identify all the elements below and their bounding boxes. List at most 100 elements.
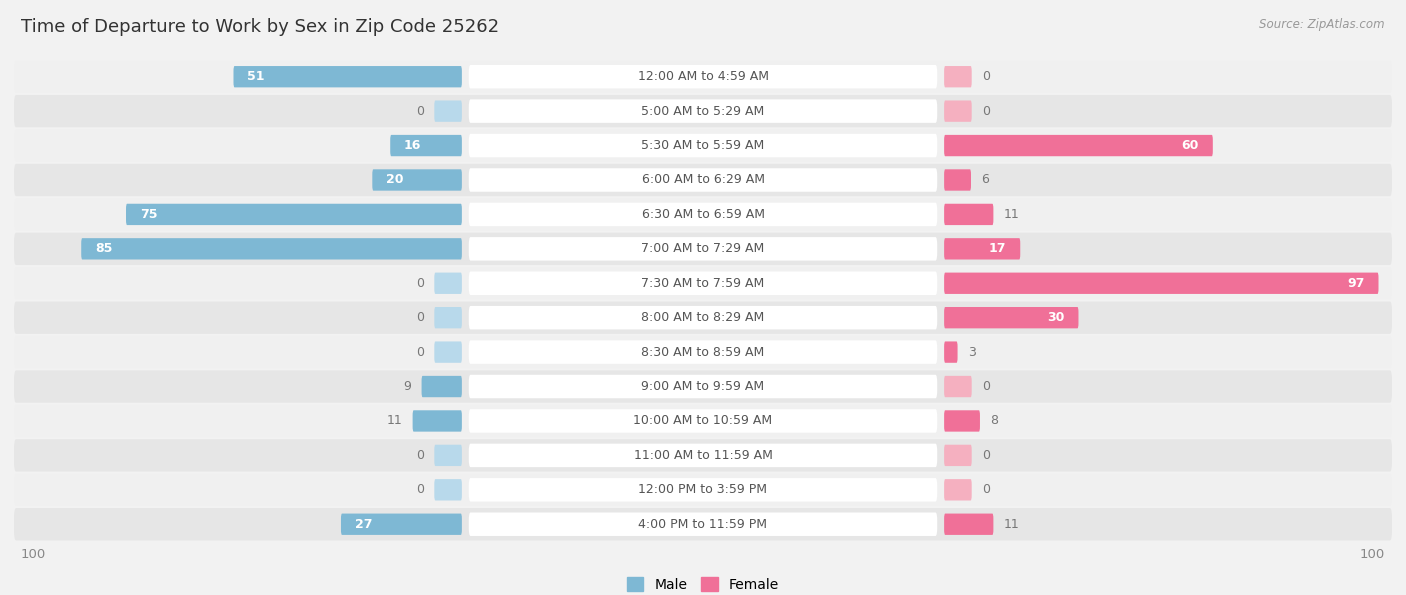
Text: 8: 8 [990,415,998,427]
FancyBboxPatch shape [945,101,972,122]
FancyBboxPatch shape [14,302,1392,334]
FancyBboxPatch shape [14,439,1392,472]
FancyBboxPatch shape [82,238,461,259]
Text: 27: 27 [354,518,373,531]
FancyBboxPatch shape [14,198,1392,231]
Text: 11: 11 [1004,518,1019,531]
FancyBboxPatch shape [127,203,461,225]
Text: 10:00 AM to 10:59 AM: 10:00 AM to 10:59 AM [634,415,772,427]
Text: 0: 0 [416,105,425,118]
FancyBboxPatch shape [434,444,461,466]
FancyBboxPatch shape [945,342,957,363]
FancyBboxPatch shape [14,370,1392,403]
Text: 100: 100 [21,549,46,561]
FancyBboxPatch shape [945,66,972,87]
Text: 12:00 AM to 4:59 AM: 12:00 AM to 4:59 AM [637,70,769,83]
FancyBboxPatch shape [468,134,938,157]
FancyBboxPatch shape [14,95,1392,127]
FancyBboxPatch shape [14,164,1392,196]
Text: 0: 0 [416,483,425,496]
FancyBboxPatch shape [434,307,461,328]
Text: 6: 6 [981,174,990,186]
FancyBboxPatch shape [945,238,1021,259]
FancyBboxPatch shape [945,203,994,225]
Text: 16: 16 [404,139,422,152]
FancyBboxPatch shape [468,375,938,398]
FancyBboxPatch shape [233,66,461,87]
FancyBboxPatch shape [945,444,972,466]
Text: 11:00 AM to 11:59 AM: 11:00 AM to 11:59 AM [634,449,772,462]
Text: 8:30 AM to 8:59 AM: 8:30 AM to 8:59 AM [641,346,765,359]
Text: 0: 0 [416,346,425,359]
FancyBboxPatch shape [14,129,1392,162]
Text: 5:30 AM to 5:59 AM: 5:30 AM to 5:59 AM [641,139,765,152]
FancyBboxPatch shape [468,478,938,502]
Text: 0: 0 [981,483,990,496]
FancyBboxPatch shape [945,170,972,190]
FancyBboxPatch shape [945,479,972,500]
FancyBboxPatch shape [468,512,938,536]
Text: 7:00 AM to 7:29 AM: 7:00 AM to 7:29 AM [641,242,765,255]
FancyBboxPatch shape [434,101,461,122]
FancyBboxPatch shape [14,233,1392,265]
FancyBboxPatch shape [468,409,938,433]
FancyBboxPatch shape [14,267,1392,299]
Text: 11: 11 [1004,208,1019,221]
Text: 5:00 AM to 5:29 AM: 5:00 AM to 5:29 AM [641,105,765,118]
FancyBboxPatch shape [14,405,1392,437]
FancyBboxPatch shape [422,376,461,397]
Text: 0: 0 [416,449,425,462]
FancyBboxPatch shape [468,65,938,89]
FancyBboxPatch shape [434,342,461,363]
Text: Time of Departure to Work by Sex in Zip Code 25262: Time of Departure to Work by Sex in Zip … [21,18,499,36]
FancyBboxPatch shape [434,273,461,294]
FancyBboxPatch shape [945,307,1078,328]
Text: 9:00 AM to 9:59 AM: 9:00 AM to 9:59 AM [641,380,765,393]
Text: 11: 11 [387,415,402,427]
Text: 3: 3 [967,346,976,359]
Text: 9: 9 [404,380,411,393]
Text: 85: 85 [96,242,112,255]
FancyBboxPatch shape [412,411,461,431]
Text: 4:00 PM to 11:59 PM: 4:00 PM to 11:59 PM [638,518,768,531]
Text: 20: 20 [387,174,404,186]
FancyBboxPatch shape [391,135,461,156]
FancyBboxPatch shape [14,508,1392,540]
Text: 6:30 AM to 6:59 AM: 6:30 AM to 6:59 AM [641,208,765,221]
Text: 0: 0 [416,311,425,324]
Text: 0: 0 [981,380,990,393]
FancyBboxPatch shape [468,340,938,364]
FancyBboxPatch shape [434,479,461,500]
FancyBboxPatch shape [468,306,938,330]
Text: 0: 0 [981,449,990,462]
FancyBboxPatch shape [342,513,461,535]
Text: 30: 30 [1047,311,1064,324]
Text: 0: 0 [981,105,990,118]
FancyBboxPatch shape [945,411,980,431]
FancyBboxPatch shape [945,273,1378,294]
Text: 75: 75 [139,208,157,221]
FancyBboxPatch shape [468,237,938,261]
FancyBboxPatch shape [945,376,972,397]
Text: 97: 97 [1347,277,1365,290]
FancyBboxPatch shape [468,99,938,123]
Text: 8:00 AM to 8:29 AM: 8:00 AM to 8:29 AM [641,311,765,324]
FancyBboxPatch shape [468,203,938,226]
Text: 60: 60 [1181,139,1199,152]
Text: 0: 0 [981,70,990,83]
Text: 51: 51 [247,70,264,83]
FancyBboxPatch shape [14,61,1392,93]
Legend: Male, Female: Male, Female [621,571,785,595]
FancyBboxPatch shape [14,474,1392,506]
FancyBboxPatch shape [945,135,1213,156]
Text: Source: ZipAtlas.com: Source: ZipAtlas.com [1260,18,1385,31]
FancyBboxPatch shape [14,336,1392,368]
Text: 6:00 AM to 6:29 AM: 6:00 AM to 6:29 AM [641,174,765,186]
FancyBboxPatch shape [468,168,938,192]
Text: 100: 100 [1360,549,1385,561]
FancyBboxPatch shape [945,513,994,535]
FancyBboxPatch shape [468,271,938,295]
Text: 0: 0 [416,277,425,290]
FancyBboxPatch shape [468,444,938,467]
Text: 17: 17 [988,242,1007,255]
